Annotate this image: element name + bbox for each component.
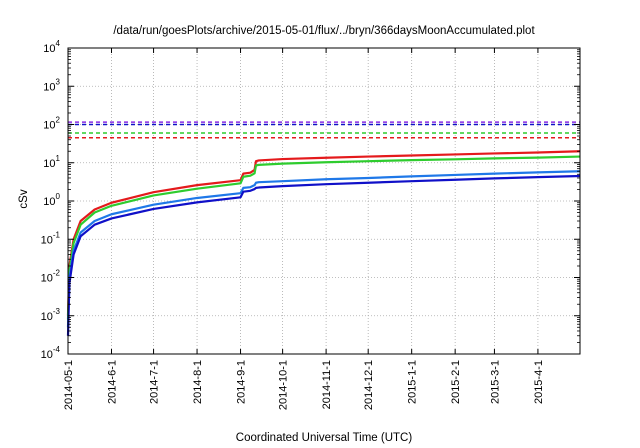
x-axis-label: Coordinated Universal Time (UTC) xyxy=(236,432,413,444)
x-tick-label: 2014-7-1 xyxy=(149,360,161,404)
x-tick-label: 2015-2-1 xyxy=(450,360,462,404)
y-tick-label: 10-1 xyxy=(41,230,61,246)
y-tick-label: 10-3 xyxy=(41,307,61,323)
x-tick-label: 2014-05-1 xyxy=(63,360,75,410)
y-axis-label: cSv xyxy=(18,189,30,208)
x-tick-labels: 2014-05-1 2014-6-1 2014-7-1 2014-8-1 2014-9-… xyxy=(63,360,545,410)
x-tick-label: 2015-1-1 xyxy=(407,360,419,404)
x-tick-label: 2014-10-1 xyxy=(278,360,290,410)
x-tick-label: 2014-11-1 xyxy=(321,360,333,409)
y-tick-label: 101 xyxy=(43,154,60,170)
y-tick-label: 10-2 xyxy=(41,269,61,285)
series-line xyxy=(66,155,581,320)
series-lines xyxy=(66,150,581,336)
y-tick-label: 100 xyxy=(43,192,60,208)
grid xyxy=(68,48,580,354)
chart-title: /data/run/goesPlots/archive/2015-05-01/f… xyxy=(113,25,535,37)
x-tick-label: 2014-8-1 xyxy=(192,360,204,404)
y-tick-label: 10-4 xyxy=(41,345,61,361)
y-tick-label: 103 xyxy=(43,77,60,93)
y-tick-label: 102 xyxy=(43,116,60,132)
x-tick-label: 2014-6-1 xyxy=(106,360,118,404)
y-tick-labels: 10-4 10-3 10-2 10-1 100 101 102 103 104 xyxy=(41,39,61,361)
threshold-lines xyxy=(68,121,580,139)
series-line xyxy=(66,170,581,328)
series-line xyxy=(66,174,581,336)
y-tick-label: 104 xyxy=(43,39,60,55)
x-tick-label: 2014-12-1 xyxy=(363,360,375,410)
x-tick-label: 2015-4-1 xyxy=(533,360,545,404)
x-tick-label: 2015-3-1 xyxy=(489,360,501,404)
axis-ticks xyxy=(67,47,580,355)
x-tick-label: 2014-9-1 xyxy=(236,360,248,404)
series-line xyxy=(66,150,581,316)
